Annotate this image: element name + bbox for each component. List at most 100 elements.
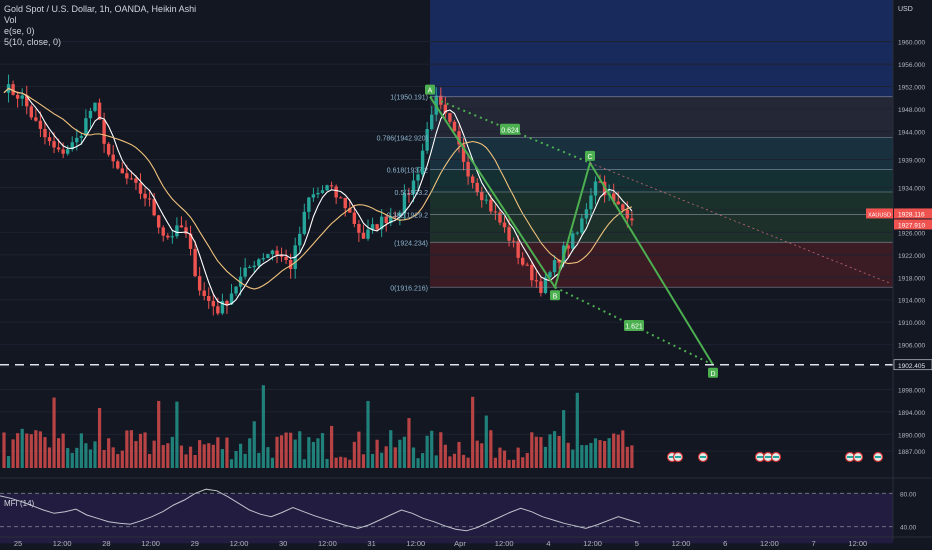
price-tick-label: 1887.000 [898, 449, 925, 456]
pattern-point-badge [708, 367, 718, 378]
mfi-tick-label: 80.00 [900, 491, 917, 498]
candle [79, 135, 84, 138]
price-tick-label: 1944.000 [898, 129, 925, 136]
time-tick-label: 12:00 [230, 539, 249, 548]
volume-bar [152, 440, 156, 468]
candle [366, 229, 370, 239]
candle [548, 272, 552, 278]
candle [234, 286, 238, 294]
volume-bar [25, 433, 29, 468]
volume-bar [434, 455, 438, 468]
candle [357, 223, 361, 233]
volume-bar [461, 454, 466, 468]
candle [279, 254, 284, 257]
volume-bar [416, 458, 420, 468]
volume-bar [61, 433, 65, 468]
volume-bar [248, 438, 252, 468]
candle [393, 216, 397, 218]
volume-bar [279, 435, 284, 468]
candle [252, 265, 256, 268]
volume-bar [216, 437, 220, 468]
candle [521, 257, 525, 265]
volume-bar [616, 434, 620, 468]
candle [88, 110, 93, 119]
volume-bar [320, 433, 325, 468]
volume-bar [220, 449, 224, 468]
candle [480, 192, 484, 201]
candle [352, 212, 357, 224]
volume-bar [612, 433, 616, 468]
candle [475, 182, 479, 193]
volume-bar [534, 436, 538, 468]
candle [61, 149, 65, 154]
volume-bar [207, 443, 211, 468]
economic-event-flag [669, 456, 675, 458]
volume-bar [225, 437, 229, 468]
volume-bar [179, 445, 184, 468]
mfi-band [0, 493, 893, 544]
candle [329, 185, 334, 187]
fast-ma-line [3, 87, 633, 306]
candle [580, 218, 584, 233]
candle [25, 95, 29, 107]
candle [325, 185, 329, 191]
economic-event-flag [773, 456, 779, 458]
candle [375, 224, 379, 230]
candle [125, 173, 129, 179]
volume-bar [584, 445, 588, 468]
time-tick-label: 12:00 [495, 539, 514, 548]
candle [302, 211, 306, 234]
chart-title: Gold Spot / U.S. Dollar, 1h, OANDA, Heik… [4, 4, 197, 14]
candle [38, 120, 43, 129]
time-tick-label: 12:00 [760, 539, 779, 548]
volume-bar [157, 400, 161, 468]
pattern-dotted [429, 95, 591, 164]
volume-bar [261, 385, 265, 468]
volume-bar [311, 441, 315, 468]
volume-bar [466, 457, 470, 468]
fib-label: 0(1916.216) [390, 285, 428, 292]
time-tick-label: 4 [546, 539, 550, 548]
candle [111, 154, 115, 162]
candle [307, 197, 311, 212]
candle [47, 137, 52, 142]
price-tick-label: 1890.000 [898, 432, 925, 439]
time-tick-label: 12:00 [318, 539, 337, 548]
volume-bar [325, 458, 329, 468]
volume-bar [607, 438, 611, 468]
volume-bar [598, 440, 602, 468]
fib-label: 0.5(1933.2 [395, 190, 429, 197]
candle [29, 106, 33, 118]
candle [552, 260, 557, 273]
candle [443, 104, 448, 114]
slow-ma-line [3, 87, 633, 290]
candle [275, 250, 279, 255]
price-tick-label: 1918.000 [898, 275, 925, 282]
volume-bar [161, 445, 165, 468]
candle [557, 260, 561, 263]
time-tick-label: 7 [812, 539, 816, 548]
volume-bar [20, 428, 24, 468]
fib-label: 0.382(1929.2 [387, 212, 428, 219]
pattern-point-C: C [587, 154, 592, 161]
candle [452, 121, 457, 132]
chart-header: Gold Spot / U.S. Dollar, 1h, OANDA, Heik… [4, 4, 196, 48]
volume-bar [348, 459, 352, 468]
volume-bar [507, 459, 511, 468]
price-tick-label: 1952.000 [898, 85, 925, 92]
volume-bar [188, 446, 193, 468]
volume-bar [480, 443, 484, 468]
pattern-point-badge [425, 84, 435, 95]
volume-bar [143, 432, 147, 468]
volume-bar [38, 431, 42, 468]
volume-bar [198, 440, 202, 468]
volume-bar [484, 415, 488, 468]
candle [411, 180, 416, 195]
mfi-line [0, 488, 641, 532]
volume-bar [257, 452, 261, 468]
volume-bar [330, 425, 334, 468]
volume-bar [125, 430, 129, 468]
time-tick-label: 12:00 [406, 539, 425, 548]
volume-bar [138, 433, 143, 468]
